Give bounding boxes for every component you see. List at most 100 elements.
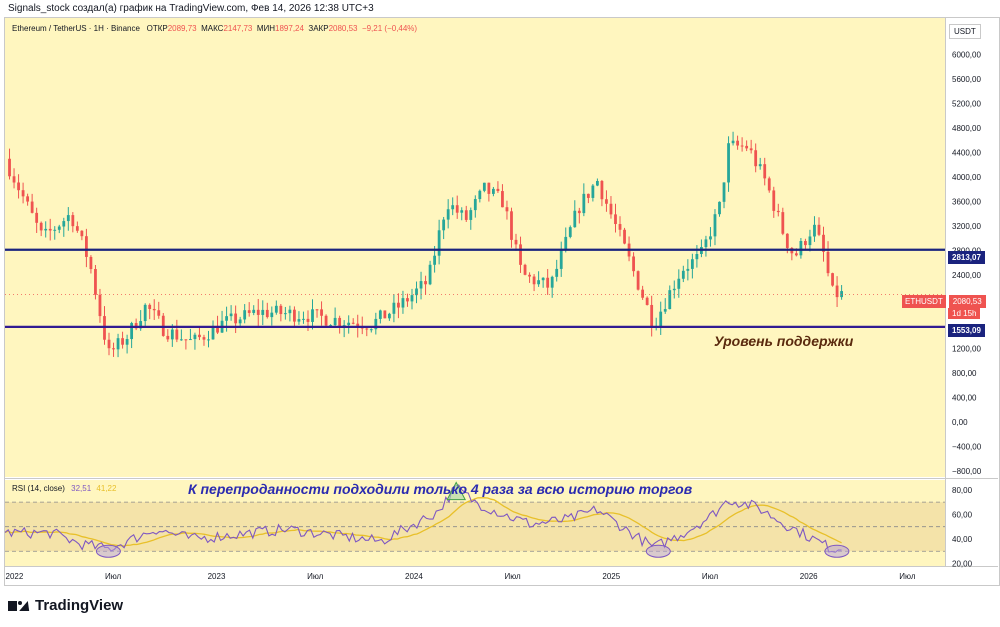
candle-body — [211, 325, 215, 340]
open-value: 2089,73 — [167, 24, 197, 33]
rsi-tick-label: 80,00 — [952, 486, 973, 495]
candle-body — [369, 329, 373, 331]
candle-body — [274, 305, 278, 313]
rsi-legend: RSI (14, close) 32,51 41,22 — [12, 484, 116, 493]
high-label: МАКС — [201, 24, 224, 33]
candle-body — [641, 289, 645, 298]
time-tick-label: Июл — [899, 572, 916, 581]
candle-body — [722, 182, 726, 202]
symbol-label[interactable]: Ethereum / TetherUS · 1Н · Binance — [12, 24, 140, 33]
candle-body — [510, 211, 513, 240]
oversold-marker — [645, 544, 671, 558]
rsi-line — [4, 484, 842, 553]
price-tick-label: −400,00 — [952, 442, 982, 451]
candle-body — [265, 309, 269, 318]
candle-body — [356, 323, 360, 327]
rsi-annotation: К перепроданности подходили только 4 раз… — [188, 481, 693, 497]
candle-body — [21, 190, 25, 197]
candle-body — [785, 233, 789, 248]
candle-body — [26, 196, 30, 202]
candle-body — [270, 312, 274, 318]
time-tick-label: 2022 — [6, 572, 24, 581]
candle-body — [577, 210, 581, 214]
candle-body — [537, 280, 541, 285]
candle-body — [813, 224, 816, 237]
rsi-label[interactable]: RSI (14, close) — [12, 484, 65, 493]
price-tick-label: 6000,00 — [952, 51, 981, 60]
candle-body — [256, 309, 260, 315]
candle-body — [831, 273, 834, 286]
rsi-ma-line — [4, 497, 842, 547]
currency-unit-button[interactable]: USDT — [949, 24, 981, 39]
candle-body — [324, 315, 328, 326]
candle-body — [302, 318, 305, 320]
candle-body — [297, 319, 301, 322]
candle-body — [632, 256, 635, 272]
candle-body — [189, 339, 192, 341]
candle-body — [148, 304, 152, 309]
candle-body — [514, 239, 518, 245]
candle-body — [428, 264, 432, 285]
candle-body — [57, 226, 61, 230]
candle-body — [234, 313, 238, 324]
candle-body — [351, 322, 355, 324]
price-tick-label: 0,00 — [952, 418, 968, 427]
candle-body — [573, 210, 577, 228]
candle-body — [397, 302, 400, 308]
candle-body — [35, 212, 39, 223]
candle-body — [179, 339, 183, 341]
candle-body — [564, 236, 568, 251]
rsi-tick-label: 40,00 — [952, 535, 973, 544]
candle-body — [116, 338, 120, 350]
price-tick-label: 4800,00 — [952, 124, 981, 133]
rsi-tick-label: 60,00 — [952, 510, 973, 519]
price-tick-label: −800,00 — [952, 467, 982, 476]
candle-body — [347, 322, 351, 326]
close-label: ЗАКР — [308, 24, 329, 33]
candle-body — [614, 214, 617, 225]
candle-body — [695, 254, 699, 260]
support-level-label: 1553,09 — [948, 324, 985, 337]
candle-body — [446, 209, 450, 220]
candle-body — [550, 276, 554, 288]
candle-body — [80, 230, 84, 237]
price-tag-countdown: 1d 15h — [948, 308, 981, 319]
candle-body — [799, 241, 803, 256]
candle-body — [415, 288, 418, 296]
time-tick-label: 2024 — [405, 572, 423, 581]
candle-body — [473, 199, 477, 211]
candle-body — [804, 241, 807, 246]
oversold-marker — [824, 544, 850, 558]
price-tick-label: 3200,00 — [952, 222, 981, 231]
resistance-level-label: 2813,07 — [948, 251, 985, 264]
support-annotation: Уровень поддержки — [714, 333, 854, 349]
candle-body — [555, 268, 559, 277]
time-tick-label: Июл — [307, 572, 324, 581]
candle-body — [736, 140, 739, 146]
candle-body — [727, 143, 730, 183]
candle-body — [378, 310, 382, 319]
candle-body — [30, 201, 34, 213]
candle-body — [586, 193, 590, 198]
candle-body — [225, 316, 228, 321]
candle-body — [17, 182, 20, 191]
candle-body — [306, 318, 310, 322]
candle-body — [53, 229, 57, 231]
tradingview-logo[interactable]: TradingView — [8, 597, 123, 614]
candle-body — [387, 313, 391, 319]
candle-body — [482, 182, 486, 191]
candle-body — [460, 210, 464, 213]
candle-body — [822, 234, 825, 252]
candle-body — [600, 180, 604, 200]
candle-body — [713, 214, 717, 237]
candle-body — [528, 274, 531, 277]
candle-body — [238, 319, 242, 324]
candle-body — [75, 226, 79, 231]
candle-body — [139, 321, 143, 329]
candle-body — [505, 207, 509, 212]
change-value: −9,21 (−0,44%) — [361, 24, 418, 33]
candle-body — [406, 298, 409, 302]
candle-body — [410, 295, 414, 302]
candle-body — [311, 309, 314, 322]
